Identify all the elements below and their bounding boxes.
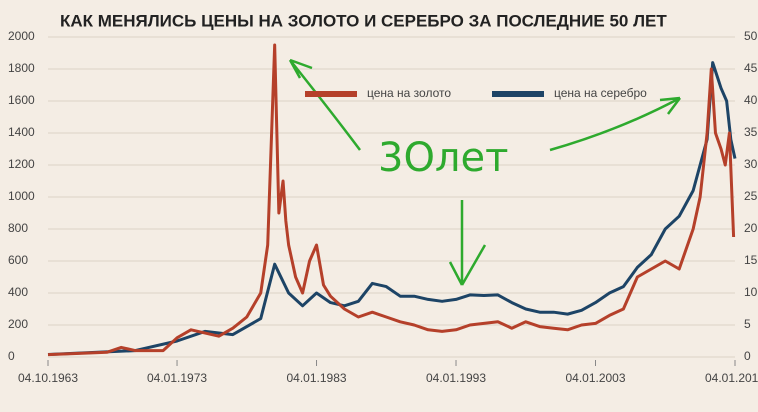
y2-tick-label: 25: [744, 189, 758, 203]
annotation: 3Олет: [378, 135, 508, 181]
y2-tick-label: 45: [744, 61, 758, 75]
y-tick-label: 1200: [8, 157, 35, 171]
y-tick-label: 1600: [8, 93, 35, 107]
legend-label: цена на серебро: [554, 86, 647, 100]
y2-tick-label: 50: [744, 29, 758, 43]
y2-tick-label: 0: [744, 349, 751, 363]
y-tick-label: 1800: [8, 61, 35, 75]
y2-tick-label: 35: [744, 125, 758, 139]
series-line: [47, 61, 737, 356]
x-tick-label: 04.10.1963: [18, 371, 78, 385]
x-tick-label: 04.01.1983: [286, 371, 346, 385]
series-line: [47, 43, 736, 357]
y-tick-label: 800: [8, 221, 28, 235]
y2-tick-label: 15: [744, 253, 758, 267]
y2-tick-label: 10: [744, 285, 758, 299]
hand-arrows: [288, 58, 681, 286]
y-tick-label: 400: [8, 285, 28, 299]
x-tick-label: 04.01.2003: [565, 371, 625, 385]
y-tick-label: 2000: [8, 29, 35, 43]
y2-tick-label: 5: [744, 317, 751, 331]
y-tick-label: 600: [8, 253, 28, 267]
y-tick-label: 0: [8, 349, 15, 363]
x-tick-label: 04.01.1993: [426, 371, 486, 385]
y2-tick-label: 20: [744, 221, 758, 235]
y-tick-label: 200: [8, 317, 28, 331]
x-tick-label: 04.01.1973: [147, 371, 207, 385]
chart-title: КАК МЕНЯЛИСЬ ЦЕНЫ НА ЗОЛОТО И СЕРЕБРО ЗА…: [60, 11, 667, 30]
y-tick-label: 1000: [8, 189, 35, 203]
y-tick-label: 1400: [8, 125, 35, 139]
legend-label: цена на золото: [367, 86, 451, 100]
y2-tick-label: 30: [744, 157, 758, 171]
y2-tick-label: 40: [744, 93, 758, 107]
